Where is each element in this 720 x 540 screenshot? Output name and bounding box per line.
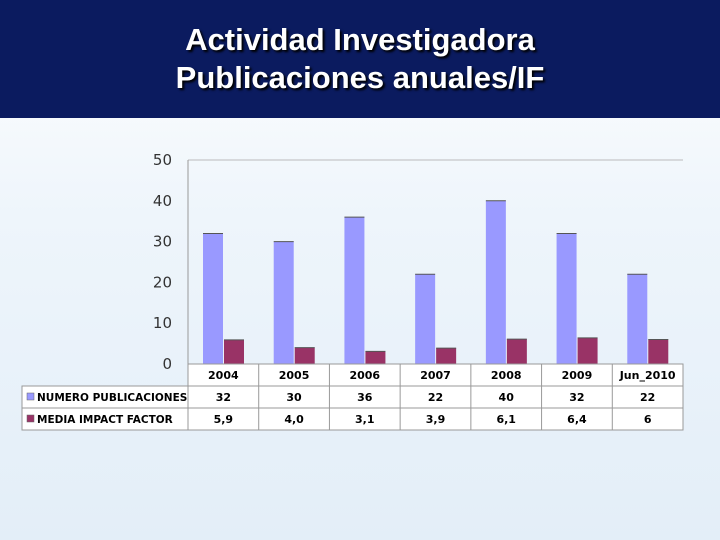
legend-swatch (26, 392, 35, 401)
bar-publicaciones (344, 217, 365, 364)
y-tick-label: 0 (162, 355, 172, 373)
title-line-1: Actividad Investigadora (185, 22, 535, 57)
bar-impact-factor (436, 348, 457, 364)
category-label: 2005 (279, 369, 310, 382)
bar-impact-factor (648, 339, 669, 364)
data-label: 3,1 (355, 413, 375, 426)
bar-impact-factor (577, 337, 598, 364)
data-label: 32 (216, 391, 231, 404)
category-label: 2009 (562, 369, 593, 382)
bar-publicaciones (203, 233, 223, 364)
data-label: 6,4 (567, 413, 587, 426)
data-label: 40 (499, 391, 515, 404)
y-tick-label: 30 (153, 233, 172, 251)
bar-publicaciones (273, 241, 294, 364)
data-label: 5,9 (214, 413, 234, 426)
category-label: Jun_2010 (619, 369, 676, 382)
data-label: 32 (569, 391, 584, 404)
bar-publicaciones (556, 233, 577, 364)
bar-impact-factor (294, 347, 315, 364)
data-label: 4,0 (284, 413, 304, 426)
data-label: 6,1 (496, 413, 516, 426)
y-tick-label: 50 (153, 151, 172, 169)
title-line-2: Publicaciones anuales/IF (175, 60, 545, 95)
bar-publicaciones (415, 274, 436, 364)
y-tick-label: 10 (153, 314, 172, 332)
y-tick-label: 40 (153, 192, 172, 210)
legend-swatch (26, 414, 35, 423)
bar-publicaciones (627, 274, 648, 364)
data-label: 3,9 (426, 413, 446, 426)
data-table (187, 363, 684, 431)
category-label: 2007 (420, 369, 451, 382)
series-label: MEDIA IMPACT FACTOR (37, 414, 173, 426)
data-label: 22 (640, 391, 655, 404)
bar-impact-factor (224, 339, 244, 364)
bar-chart: 0 10 20 30 40 50 2004 2005 2006 2007 2008 2009 Jun_2… (21, 151, 684, 431)
category-label: 2004 (208, 369, 239, 382)
data-label: 30 (286, 391, 302, 404)
y-tick-label: 20 (153, 273, 172, 291)
bar-impact-factor (506, 339, 527, 364)
bar-impact-factor (365, 351, 386, 364)
data-label: 6 (644, 413, 652, 426)
bar-publicaciones (485, 200, 506, 364)
category-label: 2008 (491, 369, 522, 382)
category-label: 2006 (349, 369, 380, 382)
data-label: 22 (428, 391, 443, 404)
title-banner: Actividad Investigadora Publicaciones an… (0, 0, 720, 118)
series-label: NUMERO PUBLICACIONES (37, 392, 187, 404)
data-label: 36 (357, 391, 373, 404)
